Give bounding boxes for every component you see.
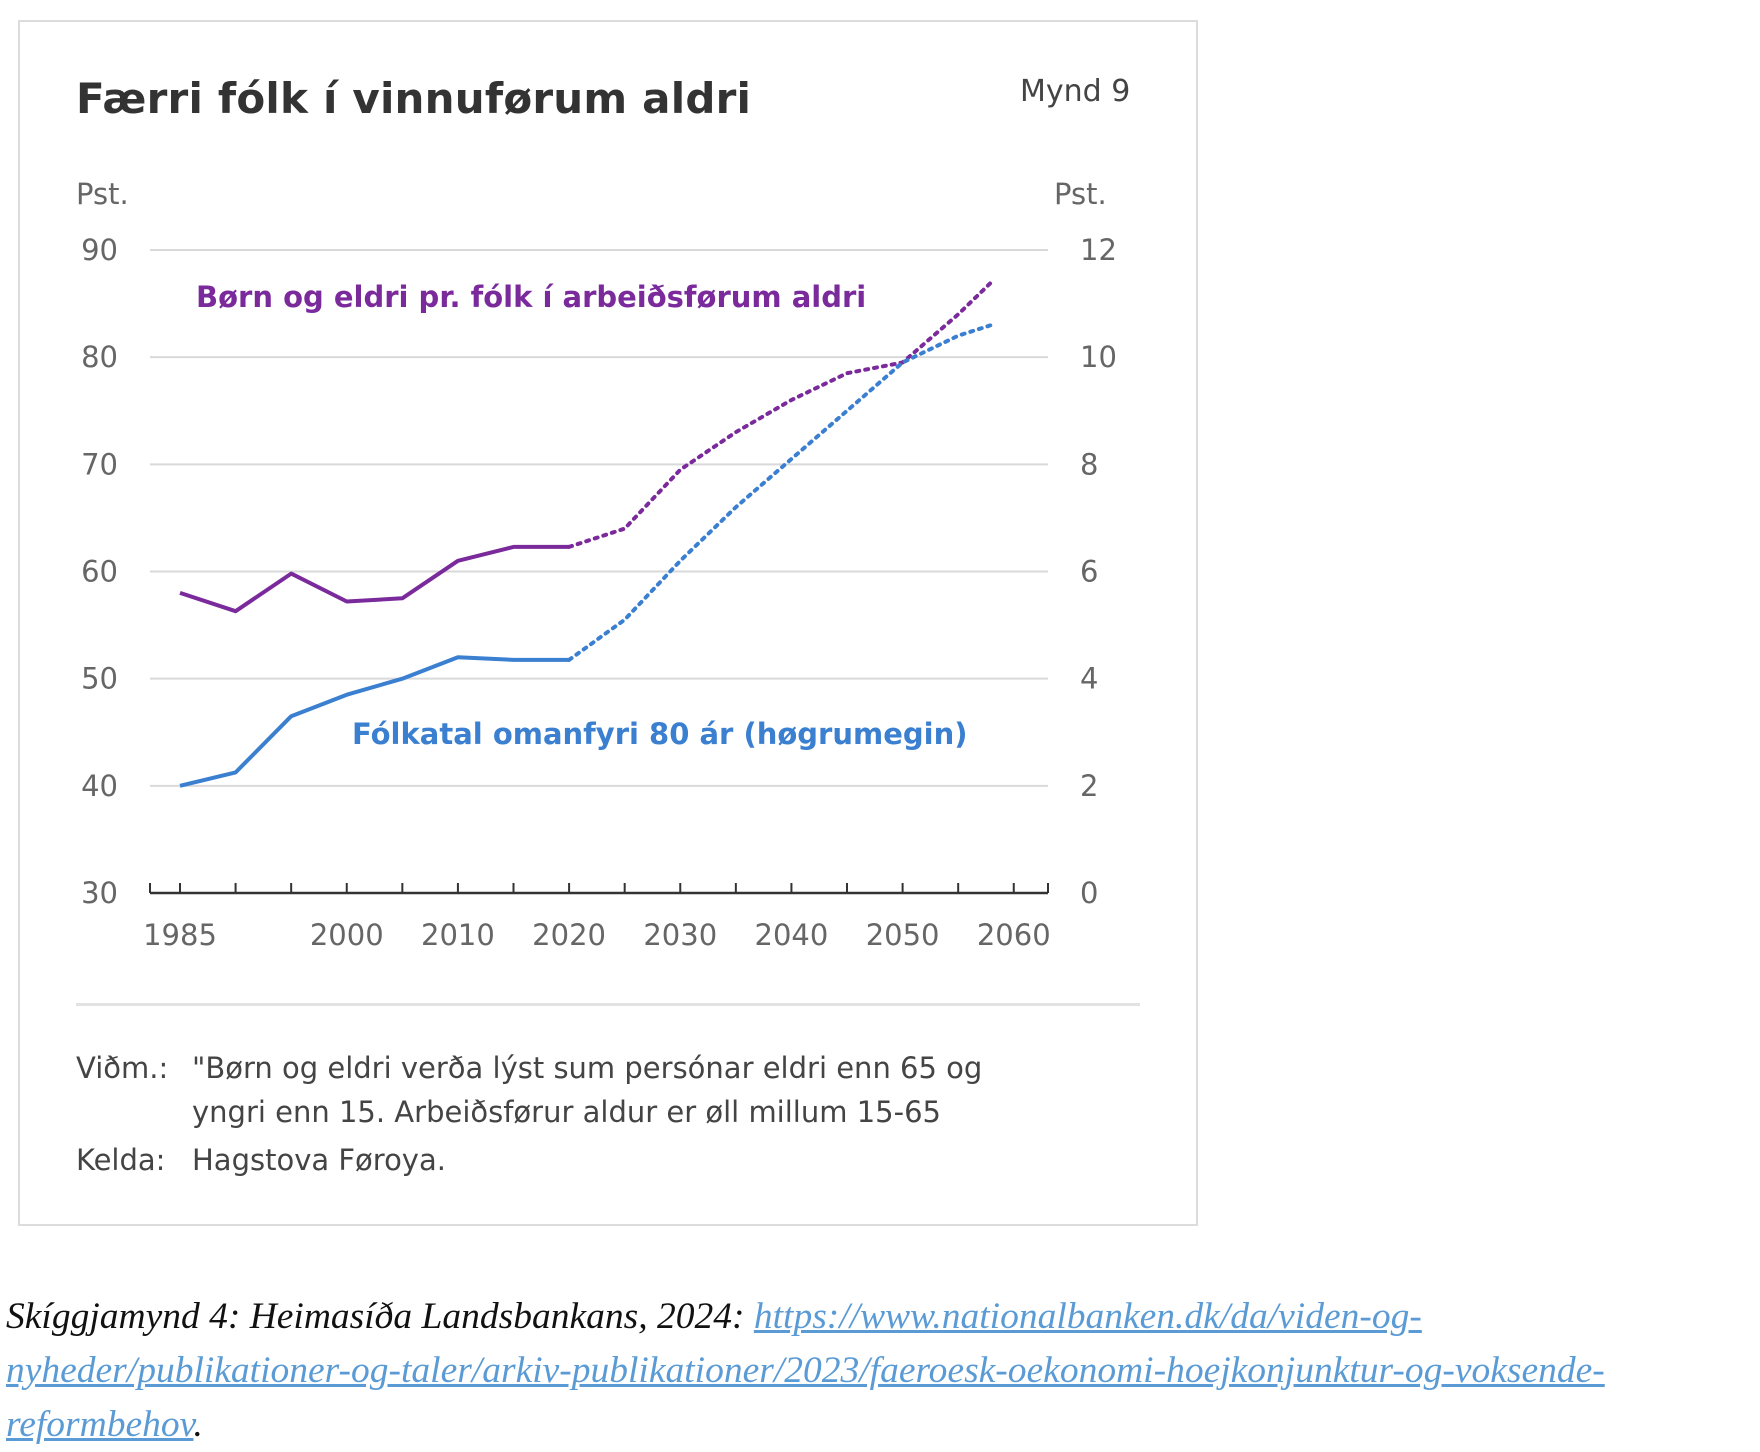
- series-0-projection-line: [567, 280, 994, 549]
- left-tick-label: 90: [81, 233, 118, 267]
- left-tick-label: 50: [81, 662, 118, 696]
- x-tick-label: 2040: [755, 918, 829, 952]
- series-1-actual-line: [179, 655, 570, 788]
- x-tick-label: 2010: [421, 918, 495, 952]
- note-text-line1: "Børn og eldri verða lýst sum persónar e…: [192, 1051, 983, 1085]
- x-tick-label: 2030: [643, 918, 717, 952]
- series-0-actual-line: [179, 544, 570, 614]
- left-tick-label: 40: [81, 769, 118, 803]
- series-label-blue: Fólkatal omanfyri 80 ár (høgrumegin): [352, 717, 967, 751]
- right-tick-label: 10: [1080, 340, 1117, 374]
- x-tick-label: 2060: [977, 918, 1051, 952]
- caption-suffix: .: [193, 1404, 203, 1445]
- series-label-purple: Børn og eldri pr. fólk í arbeiðsførum al…: [196, 280, 866, 314]
- figure-frame: [18, 20, 1198, 1226]
- left-axis-unit-label: Pst.: [76, 177, 129, 211]
- left-tick-label: 70: [81, 447, 118, 481]
- caption-prefix: Skíggjamynd 4: Heimasíða Landsbankans, 2…: [6, 1296, 754, 1337]
- x-tick-label: 2020: [532, 918, 606, 952]
- right-tick-label: 2: [1080, 769, 1098, 803]
- x-tick-label: 1985: [143, 918, 217, 952]
- right-axis-unit-label: Pst.: [1054, 177, 1107, 211]
- x-tick-label: 2000: [310, 918, 384, 952]
- chart-title: Færri fólk í vinnuførum aldri: [76, 74, 752, 123]
- left-tick-label: 80: [81, 340, 118, 374]
- right-tick-label: 6: [1080, 555, 1098, 589]
- series-1-projection-line: [567, 323, 994, 662]
- x-tick-label: 2050: [866, 918, 940, 952]
- note-key: Viðm.:: [76, 1051, 169, 1085]
- source-key: Kelda:: [76, 1143, 166, 1177]
- right-tick-label: 0: [1080, 876, 1098, 910]
- axes: 30 40 50 60 70 80 90 0 2 4 6 8 10 12 1985 2000 2010 2020 2…: [81, 233, 1117, 952]
- note-text-line2: yngri enn 15. Arbeiðsførur aldur er øll …: [192, 1095, 941, 1129]
- caption-link[interactable]: https://www.nationalbanken.dk/da/viden-o…: [6, 1296, 1605, 1445]
- right-tick-label: 12: [1080, 233, 1117, 267]
- source-text: Hagstova Føroya.: [192, 1143, 446, 1177]
- right-tick-label: 8: [1080, 447, 1098, 481]
- right-tick-label: 4: [1080, 662, 1098, 696]
- gridlines: [150, 249, 1048, 787]
- series-lines: [179, 280, 994, 788]
- source-block: Kelda: Hagstova Føroya.: [76, 1138, 1092, 1182]
- note-block: Viðm.: "Børn og eldri verða lýst sum pers…: [76, 1046, 1092, 1134]
- line-chart: 30 40 50 60 70 80 90 0 2 4 6 8 10 12 1985 2000 2010 2020 2…: [76, 177, 1117, 952]
- left-tick-label: 60: [81, 555, 118, 589]
- figure-caption: Skíggjamynd 4: Heimasíða Landsbankans, 2…: [6, 1290, 1751, 1452]
- footer-divider: [76, 1003, 1140, 1006]
- figure-number: Mynd 9: [1020, 74, 1131, 109]
- left-tick-label: 30: [81, 876, 118, 910]
